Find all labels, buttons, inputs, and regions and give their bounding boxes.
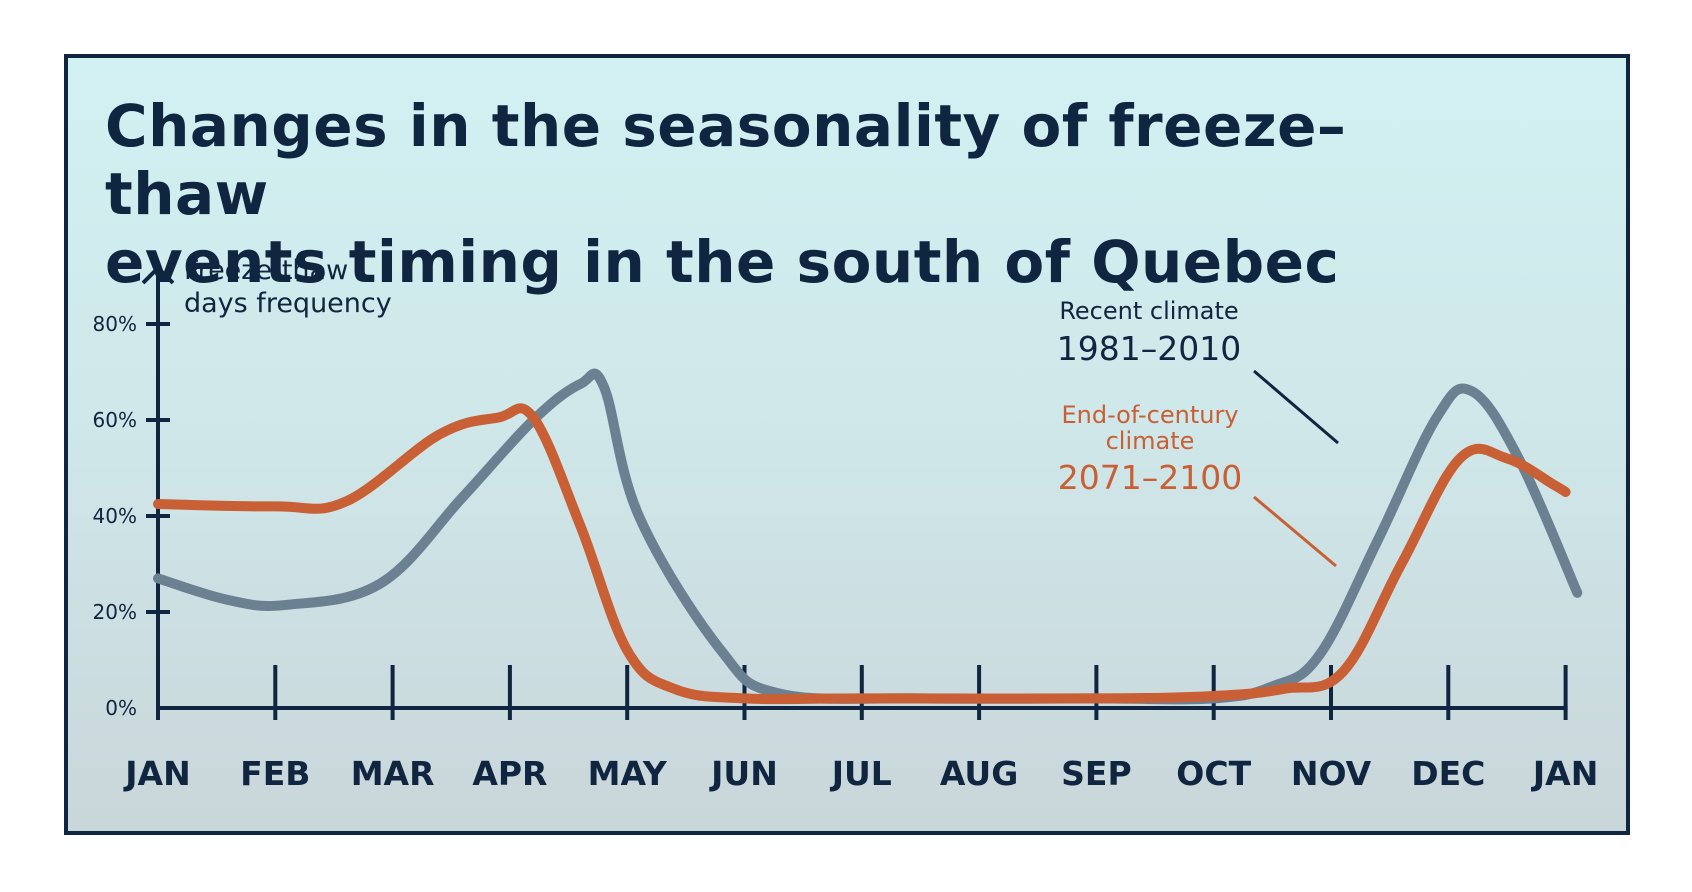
x-tick-label: SEP xyxy=(1061,754,1132,793)
chart-labels: Freeze-thaw days frequency Recent climat… xyxy=(184,255,1339,568)
legend-future-label-line2: climate xyxy=(1106,427,1195,455)
x-tick-label: FEB xyxy=(240,754,310,793)
legend-recent-period: 1981–2010 xyxy=(1057,329,1241,368)
y-axis-title-line1: Freeze-thaw xyxy=(184,255,348,286)
x-tick-label: DEC xyxy=(1411,754,1485,793)
chart-title-line1: Changes in the seasonality of freeze–tha… xyxy=(105,92,1347,228)
y-tick-label: 20% xyxy=(93,600,137,624)
x-tick-label: APR xyxy=(472,754,547,793)
x-tick-label: MAY xyxy=(588,754,668,793)
x-tick-label: AUG xyxy=(940,754,1018,793)
chart-panel xyxy=(64,54,1630,835)
legend-recent-leader xyxy=(1253,369,1339,445)
legend-future-label-line1: End-of-century xyxy=(1061,401,1238,429)
chart-series xyxy=(153,368,1583,705)
chart-title: Changes in the seasonality of freeze–tha… xyxy=(105,92,1505,296)
x-tick-label: MAR xyxy=(351,754,435,793)
legend-recent-label: Recent climate xyxy=(1059,297,1238,325)
y-tick-label: 40% xyxy=(93,504,137,528)
x-tick-label: JAN xyxy=(1531,754,1598,793)
chart-axes: 0% 20% 40% 60% 80% JAN FEB MAR APR MAY JUN JUL AUG SE… xyxy=(93,265,1598,793)
x-tick-label: OCT xyxy=(1176,754,1251,793)
series-line-future xyxy=(153,403,1571,705)
y-axis-title-line2: days frequency xyxy=(184,288,392,319)
x-tick-label: NOV xyxy=(1291,754,1372,793)
legend-future-leader xyxy=(1253,495,1337,568)
y-tick-label: 60% xyxy=(93,408,137,432)
y-tick-label: 80% xyxy=(93,312,137,336)
legend-future-period: 2071–2100 xyxy=(1058,458,1242,497)
x-tick-label: JUL xyxy=(830,754,892,793)
y-tick-label: 0% xyxy=(105,696,137,720)
series-line-recent xyxy=(153,368,1583,705)
x-tick-label: JAN xyxy=(123,754,190,793)
x-tick-label: JUN xyxy=(709,754,778,793)
chart-title-line2: events timing in the south of Quebec xyxy=(105,228,1340,296)
y-axis-arrow xyxy=(141,265,175,285)
